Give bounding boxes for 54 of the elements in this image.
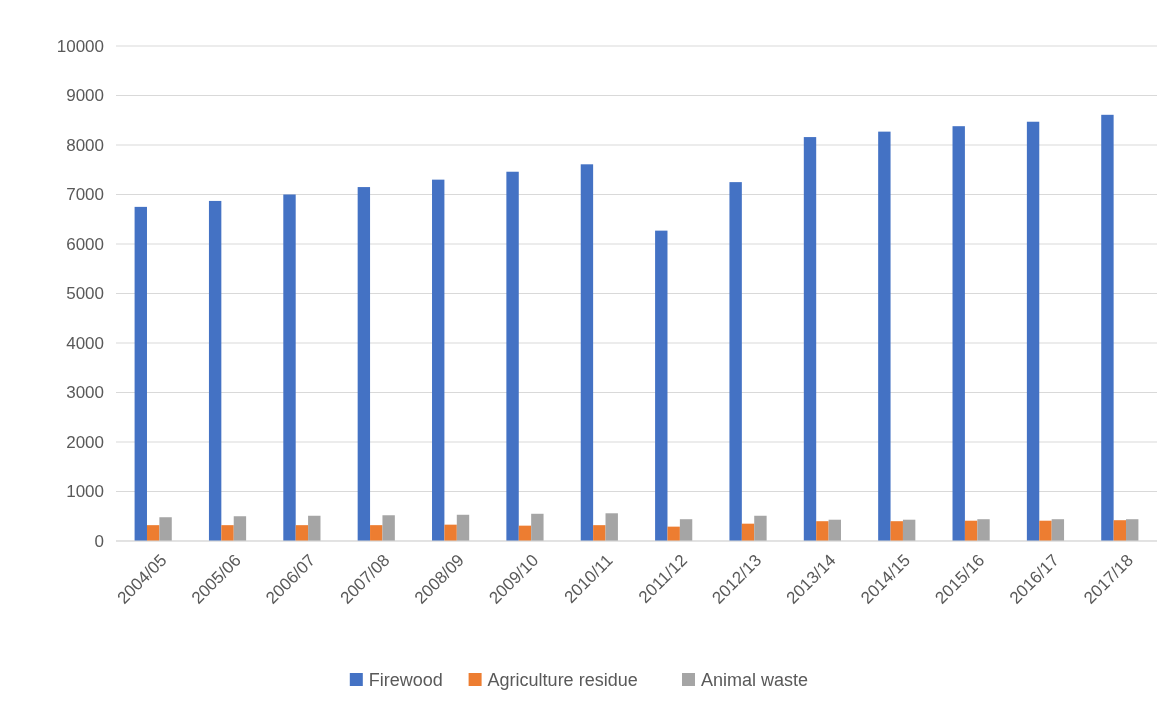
y-tick-label: 0 [94,531,104,551]
y-tick-label: 1000 [66,482,104,502]
legend-label: Animal waste [701,670,809,691]
bar [308,515,321,541]
bar [902,519,916,541]
bar [208,200,222,541]
bar [816,521,829,541]
bar [1126,519,1139,541]
bar [506,171,519,541]
bar [754,515,767,541]
bar [283,194,296,541]
y-tick-label: 9000 [66,86,104,106]
bar [531,513,544,541]
bar [1113,520,1127,541]
bar [605,513,618,541]
bar [729,182,742,541]
bar [580,164,594,541]
y-tick-label: 4000 [66,333,104,353]
bar [221,525,234,541]
bar [382,515,395,541]
bar [146,525,160,541]
bar [1039,520,1052,541]
y-tick-label: 5000 [66,284,104,304]
y-tick-label: 2000 [66,432,104,452]
bar [1026,121,1040,541]
bar [593,525,606,541]
y-tick-label: 3000 [66,383,104,403]
bar [370,525,383,541]
y-tick-label: 6000 [66,234,104,254]
bar [357,187,371,541]
bar [679,519,693,541]
bar [803,137,817,541]
y-tick-label: 10000 [56,36,104,56]
bar [134,206,147,541]
legend-label: Firewood [368,670,443,691]
bar [432,179,445,541]
bar [444,524,457,541]
y-tick-label: 8000 [66,135,104,155]
bar [1051,519,1065,541]
bar [878,131,891,541]
bar [233,516,247,541]
bar [1101,114,1114,541]
legend-label: Agriculture residue [487,670,638,691]
bar [655,230,668,541]
bar [828,519,841,541]
bar [159,517,172,541]
bar [977,519,990,541]
bar [890,521,903,541]
bar [667,526,680,541]
bar [456,514,470,541]
y-tick-label: 7000 [66,185,104,205]
bar [952,126,965,541]
bar [964,520,978,541]
bar [295,525,309,541]
